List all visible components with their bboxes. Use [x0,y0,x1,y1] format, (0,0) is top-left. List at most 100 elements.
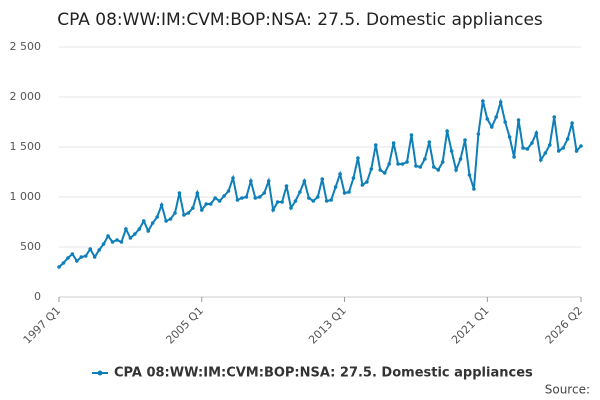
data-point [547,143,552,147]
series-line [58,98,582,268]
data-point [324,199,329,203]
data-point [173,211,177,215]
data-point [235,198,240,202]
data-point [244,195,249,199]
data-point [476,132,481,136]
data-point [472,187,476,191]
data-point [240,196,244,200]
x-tick-label: 2021 Q1 [449,304,492,347]
data-point [485,117,490,121]
data-point [525,147,530,151]
data-point [159,203,164,207]
data-point [445,129,449,133]
data-point [253,196,258,200]
data-point [88,247,93,251]
data-point [347,190,351,194]
data-point [199,208,204,212]
data-point [360,183,365,187]
data-point [168,217,173,221]
data-point [431,165,436,169]
data-point [454,168,458,172]
chart-title: CPA 08:WW:IM:CVM:BOP:NSA: 27.5. Domestic… [57,10,543,30]
data-point [311,199,316,203]
data-point [271,208,275,212]
data-point [124,227,128,231]
data-point [307,196,311,200]
y-tick-label: 500 [20,240,41,253]
data-point [391,141,396,145]
data-point [302,179,307,183]
data-point [182,213,186,217]
data-point [329,198,333,202]
data-point [507,135,512,139]
data-point [191,206,195,210]
y-tick-label: 2 500 [10,40,42,53]
data-point [423,157,427,161]
data-point [217,199,222,203]
data-point [280,200,284,204]
data-point [262,191,267,195]
data-point [449,149,454,153]
data-point [436,168,441,172]
data-point [396,162,400,166]
data-point [204,202,209,206]
data-point [467,173,472,177]
data-point [257,195,262,199]
x-tick-label: 2013 Q1 [306,304,349,347]
data-point [289,206,293,210]
x-tick-label: 2005 Q1 [163,304,206,347]
data-point [516,118,521,122]
data-point [539,158,543,162]
data-point [106,234,110,238]
data-point [298,190,302,194]
data-point [128,236,133,240]
data-point [137,227,142,231]
data-point [115,238,119,242]
data-point [534,131,539,135]
data-point [275,200,280,204]
data-point [320,177,325,181]
data-point [387,162,391,166]
data-point [552,115,557,119]
data-point [561,146,565,150]
data-point [440,160,445,164]
data-point [195,191,200,195]
data-point [249,179,253,183]
data-point [66,256,70,260]
data-point [333,185,338,189]
data-point [208,202,213,206]
data-point [61,261,66,265]
data-point [458,157,463,161]
data-point [351,176,356,180]
data-point [266,179,271,183]
data-point [356,156,360,160]
data-point [293,199,298,203]
data-point [110,240,115,244]
data-point [57,265,61,269]
data-point [414,164,418,168]
data-point [79,255,84,259]
data-point [177,191,182,195]
data-point [565,137,570,141]
data-point [164,219,168,223]
data-point [530,141,534,145]
source: Source: [545,383,590,397]
data-point [213,196,217,200]
data-point [97,248,101,252]
data-point [463,138,467,142]
data-point [494,115,499,119]
data-point [70,252,75,256]
data-point [400,162,405,166]
data-point [570,121,574,125]
data-point [146,229,151,233]
data-point [418,165,423,169]
data-point [101,242,106,246]
data-point [556,149,561,153]
data-point [284,184,289,188]
data-point [489,125,494,129]
y-tick-label: 0 [34,290,41,303]
y-tick-label: 1 000 [10,190,42,203]
legend-marker [97,370,103,376]
data-point [427,140,432,144]
